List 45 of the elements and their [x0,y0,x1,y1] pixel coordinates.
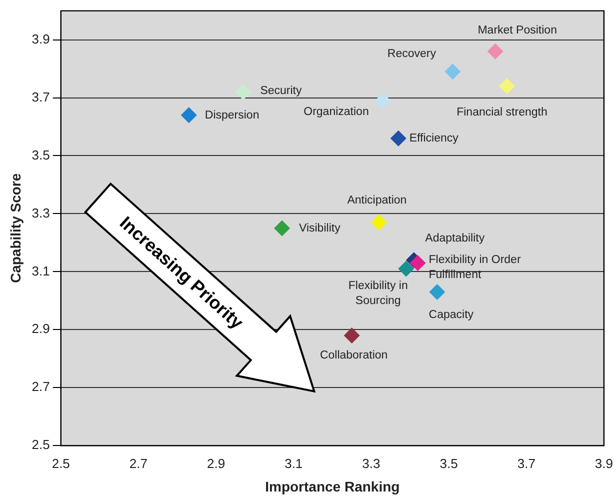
point [429,284,446,300]
point [374,92,391,109]
x-tick-label: 2.5 [52,456,70,471]
x-tick-label: 3.3 [362,456,380,471]
point [410,254,426,271]
x-tick-label: 2.7 [129,456,148,471]
y-tick-label: 2.9 [32,321,50,336]
y-axis-title: Capability Score [7,173,24,284]
series-label: Collaboration [320,350,388,362]
point [390,130,406,146]
point [487,43,504,60]
series-label: Recovery [387,48,436,60]
x-tick-label: 2.9 [207,456,226,471]
x-axis-title: Importance Ranking [265,478,400,494]
y-tick-label: 3.9 [32,31,50,46]
series-label: Flexibility in Order Fulfillment [428,254,521,282]
series-label: Anticipation [347,194,407,207]
series-label: Flexibility in Sourcing [348,280,408,307]
series-label: Organization [304,106,369,118]
point [444,64,461,80]
y-tick-label: 2.5 [32,437,50,452]
y-tick-label: 3.1 [32,263,50,278]
point [180,107,197,124]
point [370,214,387,230]
point [274,220,290,236]
series-label: Dispersion [204,109,260,122]
point [498,78,515,94]
series-label: Visibility [298,222,341,234]
y-tick-label: 2.7 [32,379,50,394]
x-tick-label: 3.5 [440,456,458,471]
x-tick-label: 3.1 [284,456,303,471]
series-label: Efficiency [409,132,459,145]
point [344,327,360,344]
series-label: Financial strength [456,106,548,118]
point [398,260,414,277]
series-label: Adaptability [425,232,485,244]
x-tick-label: 3.7 [517,456,536,471]
series-label: Security [260,85,302,98]
point [235,84,252,100]
series-label: Market Position [478,24,557,37]
y-tick-label: 3.5 [32,147,50,162]
y-tick-label: 3.7 [32,89,50,104]
x-tick-label: 3.9 [594,456,614,471]
y-tick-label: 3.3 [32,205,50,220]
series-label: Capacity [428,309,474,322]
